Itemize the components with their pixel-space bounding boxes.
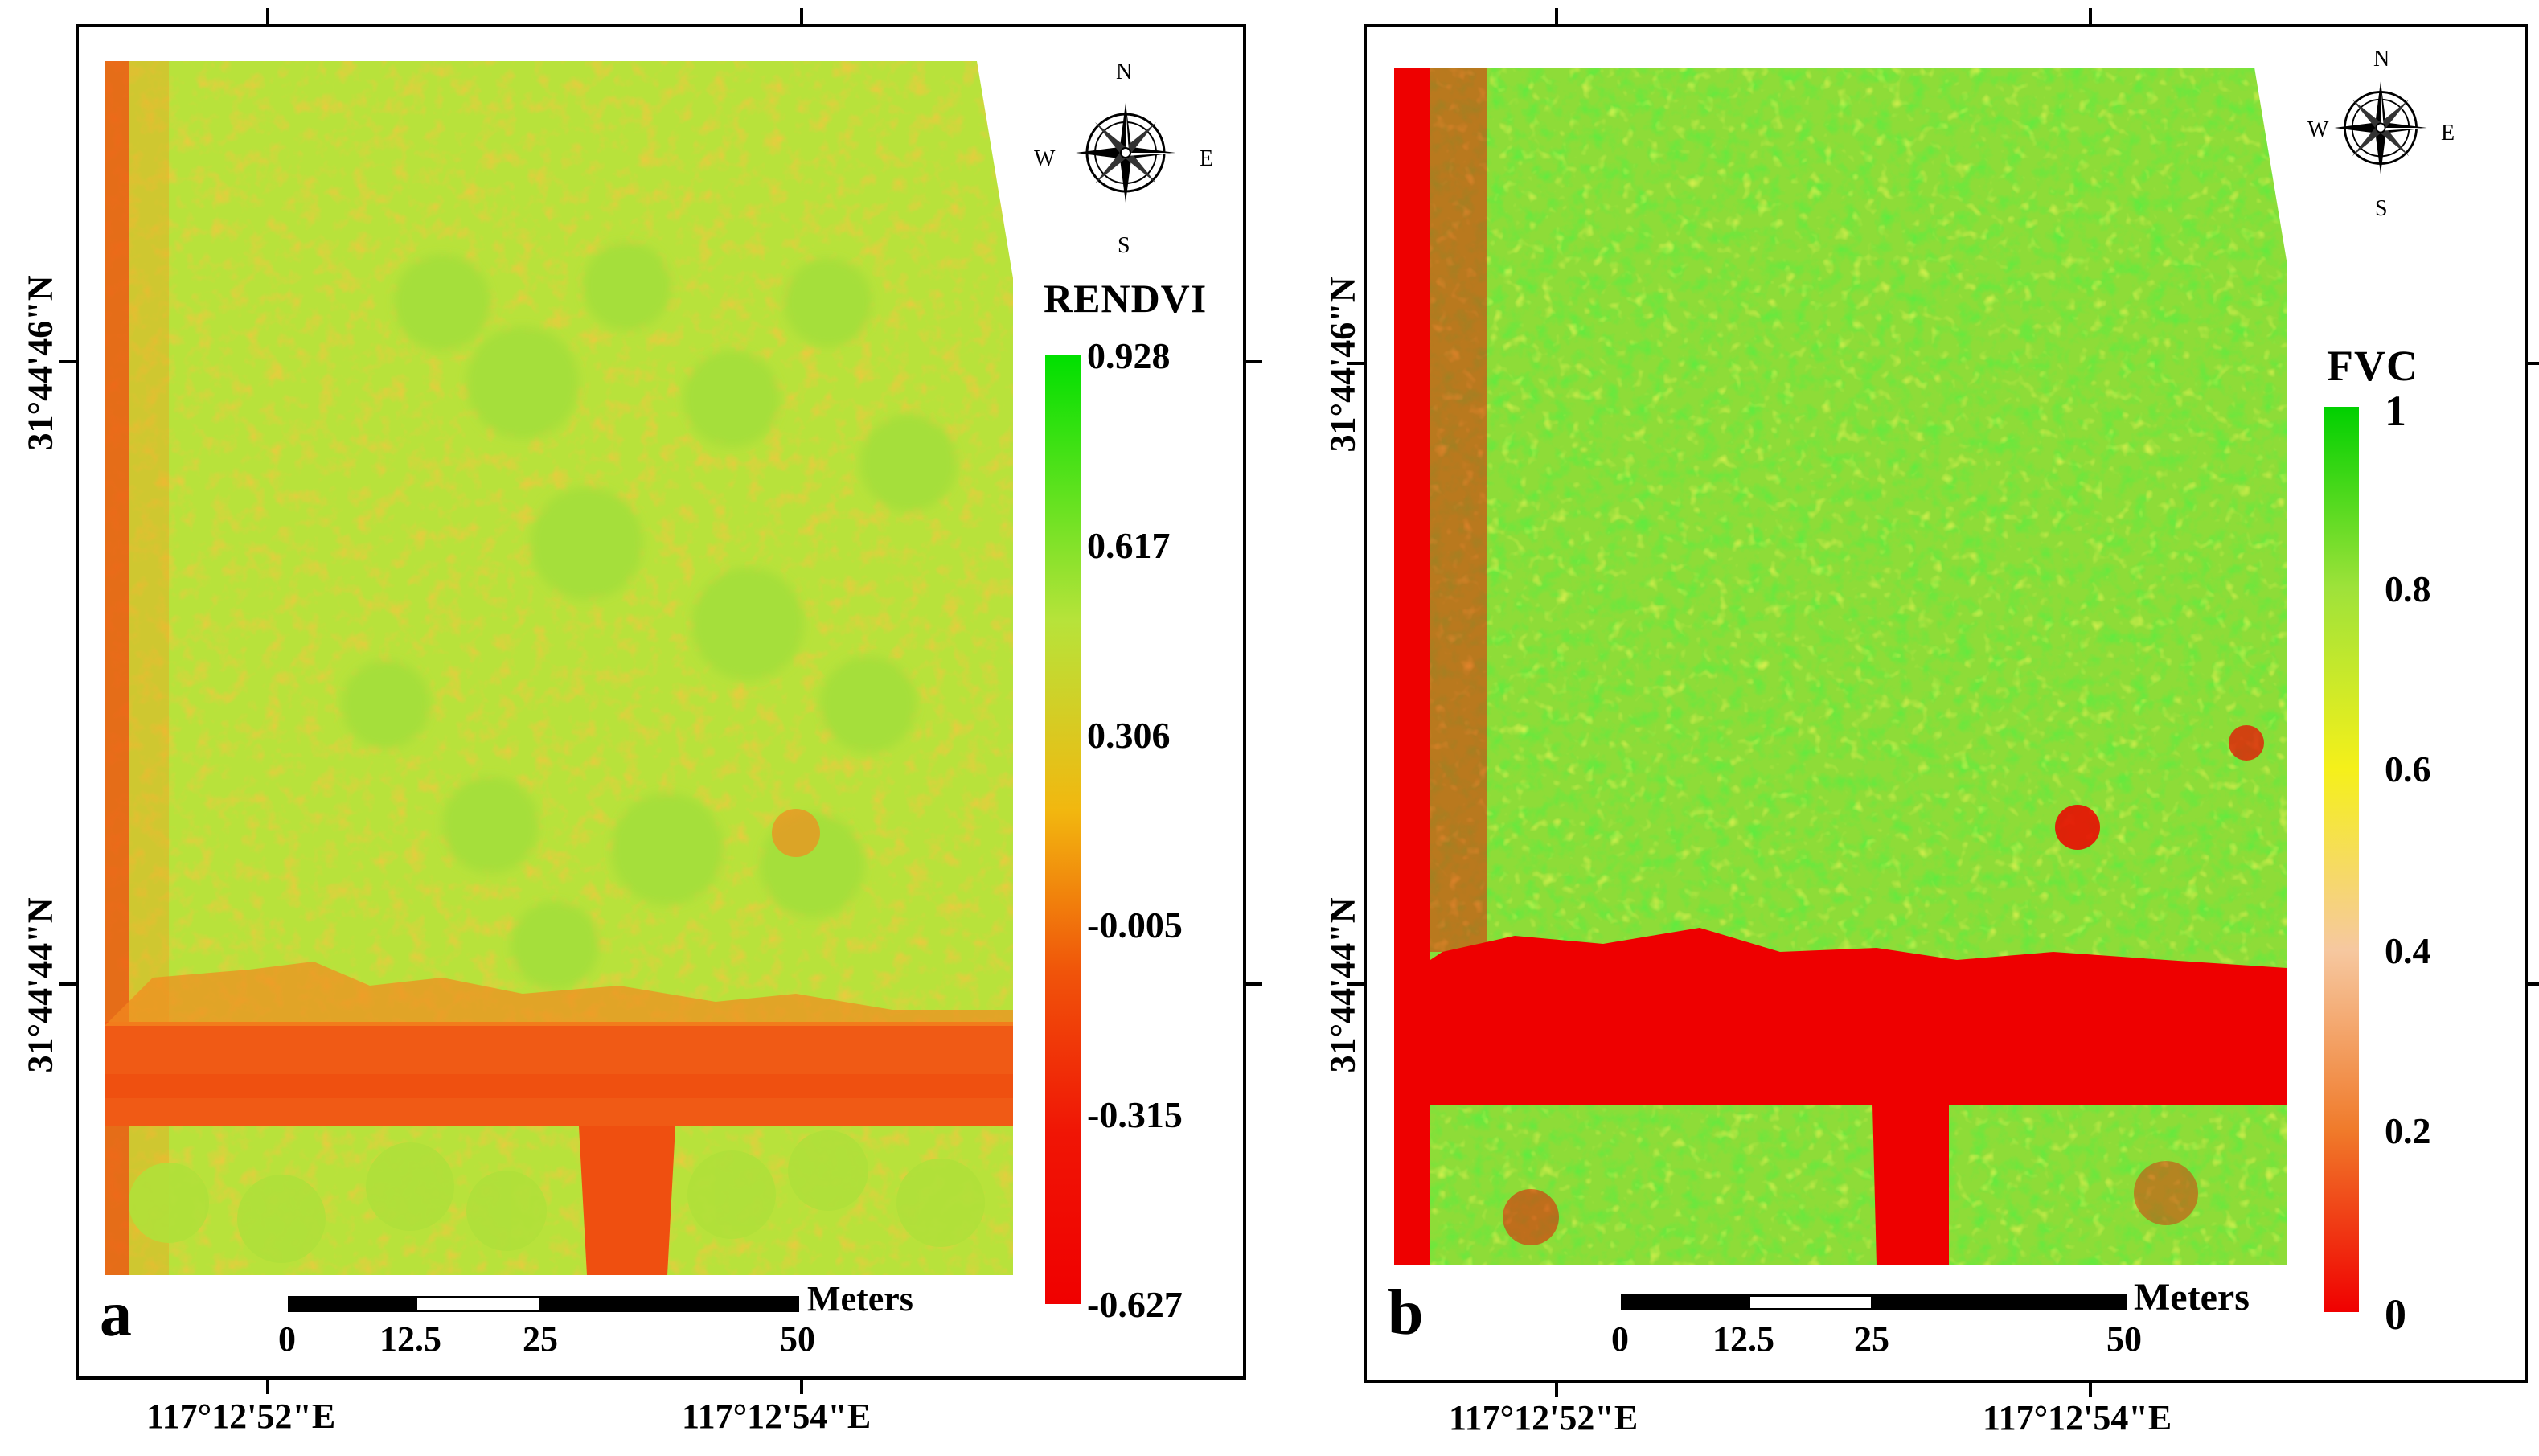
- scalebar-b-lbl-1: 12.5: [1712, 1319, 1774, 1359]
- tick-bottom-b2: [2089, 1381, 2092, 1397]
- colorbar-b-tick-5: 0: [2385, 1290, 2406, 1339]
- tick-right-b1: [2526, 362, 2539, 365]
- colorbar-b-tick-0: 1: [2385, 387, 2406, 435]
- scalebar-b-lbl-0: 0: [1611, 1319, 1629, 1359]
- tick-right-1: [1245, 360, 1262, 363]
- lat-label-a-2: 31°44'44"N: [20, 897, 60, 1073]
- colorbar-a-tick-1: 0.617: [1087, 525, 1171, 566]
- panel-letter-b: b: [1388, 1278, 1424, 1348]
- colorbar-title-a: RENDVI: [1044, 276, 1208, 321]
- colorbar-b-tick-3: 0.4: [2385, 930, 2431, 971]
- colorbar-a: [1045, 355, 1081, 1304]
- tick-bottom-1: [266, 1378, 269, 1394]
- colorbar-title-b: FVC: [2327, 342, 2418, 390]
- compass-rose-icon: [1076, 103, 1175, 203]
- panel-letter-a: a: [100, 1279, 132, 1350]
- compass-s-b: S: [2375, 196, 2388, 221]
- compass-w: W: [1034, 146, 1056, 171]
- colorbar-a-tick-2: 0.306: [1087, 715, 1171, 756]
- scalebar-a-seg3: [542, 1296, 799, 1312]
- scalebar-a-unit: Meters: [807, 1279, 913, 1319]
- tick-bottom-b1: [1555, 1381, 1558, 1397]
- lon-label-b-2: 117°12'54"E: [1983, 1398, 2172, 1438]
- compass-e: E: [1200, 146, 1214, 171]
- tick-right-2: [1245, 982, 1262, 986]
- colorbar-b-tick-2: 0.6: [2385, 749, 2431, 790]
- compass-n-b: N: [2373, 47, 2390, 72]
- scalebar-b-seg1: [1621, 1294, 1748, 1310]
- tick-top-b1: [1555, 8, 1558, 26]
- compass-e-b: E: [2441, 121, 2455, 146]
- tick-left-b1: [1347, 362, 1365, 365]
- scalebar-a-seg2: [415, 1296, 542, 1312]
- colorbar-b: [2324, 407, 2359, 1312]
- scalebar-a-seg1: [288, 1296, 415, 1312]
- tick-left-2: [59, 982, 77, 986]
- panel-b: N S W E FVC 1 0.8 0.6 0.4 0.2 0 b Meters…: [1286, 0, 2539, 1456]
- colorbar-a-tick-5: -0.627: [1087, 1284, 1183, 1325]
- scalebar-b-seg2: [1748, 1294, 1873, 1310]
- tick-left-b2: [1347, 982, 1365, 986]
- compass-n: N: [1116, 59, 1133, 84]
- fvc-raster: [1394, 68, 2287, 1265]
- lat-label-b-2: 31°44'44"N: [1323, 897, 1363, 1073]
- scalebar-a-lbl-2: 25: [523, 1319, 558, 1359]
- lat-label-a-1: 31°44'46"N: [20, 275, 60, 451]
- tick-bottom-2: [800, 1378, 803, 1394]
- colorbar-a-tick-0: 0.928: [1087, 335, 1171, 376]
- scalebar-a-lbl-3: 50: [780, 1319, 815, 1359]
- panel-a: N S W E RENDVI 0.928 0.617 0.306 -0.005 …: [20, 8, 1262, 1436]
- compass-rose-icon-b: [2334, 81, 2427, 174]
- colorbar-a-tick-3: -0.005: [1087, 904, 1183, 945]
- tick-top-b2: [2089, 8, 2092, 26]
- colorbar-a-tick-4: -0.315: [1087, 1094, 1183, 1135]
- colorbar-b-tick-1: 0.8: [2385, 568, 2431, 609]
- tick-top-2: [800, 8, 803, 26]
- scalebar-b-unit: Meters: [2134, 1276, 2250, 1319]
- lon-label-a-1: 117°12'52"E: [146, 1397, 336, 1436]
- lon-label-a-2: 117°12'54"E: [682, 1397, 872, 1436]
- tick-right-b2: [2526, 982, 2539, 986]
- scalebar-b-lbl-2: 25: [1854, 1319, 1889, 1359]
- rendvi-raster: [105, 61, 1013, 1275]
- scalebar-a-lbl-0: 0: [278, 1319, 296, 1359]
- colorbar-b-tick-4: 0.2: [2385, 1110, 2431, 1151]
- lon-label-b-1: 117°12'52"E: [1449, 1398, 1639, 1438]
- compass-s: S: [1118, 233, 1130, 258]
- scalebar-a-lbl-1: 12.5: [379, 1319, 441, 1359]
- scalebar-b-lbl-3: 50: [2106, 1319, 2142, 1359]
- tick-top-1: [266, 8, 269, 26]
- tick-left-1: [59, 360, 77, 363]
- compass-w-b: W: [2307, 117, 2329, 142]
- lat-label-b-1: 31°44'46"N: [1323, 277, 1363, 453]
- scalebar-b-seg3: [1873, 1294, 2127, 1310]
